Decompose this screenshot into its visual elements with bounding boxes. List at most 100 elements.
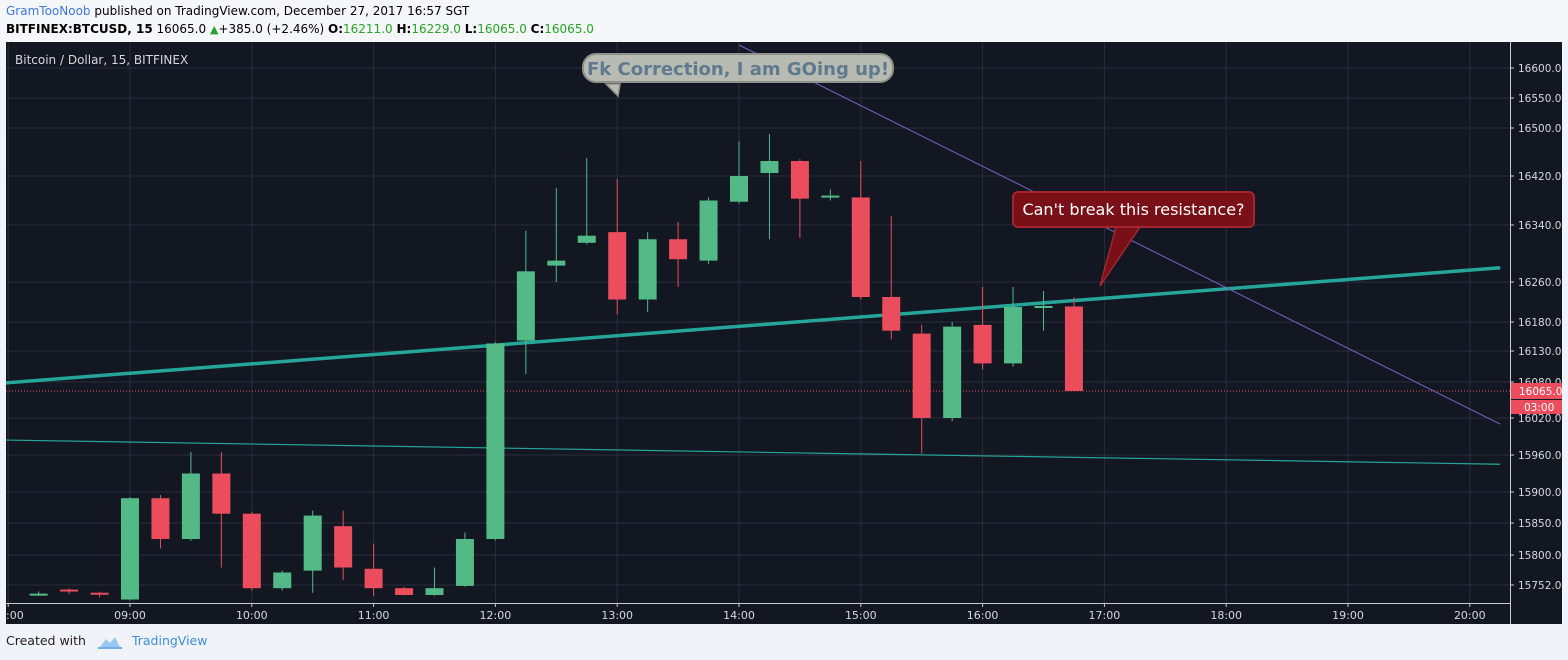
price-tick-label: 16180.0 [1518, 317, 1561, 329]
close-label: C: [530, 22, 545, 36]
candle-body [821, 195, 840, 198]
candle-up [486, 342, 505, 541]
candle-body [851, 197, 870, 297]
author-link[interactable]: GramTooNoob [6, 4, 91, 18]
candle-down [242, 511, 261, 591]
price-tick-label: 15900.0 [1518, 487, 1561, 499]
candle-down [669, 221, 688, 287]
time-axis-labels: :00 09:00 10:00 11:00 12:00 13:00 14:00 15:00 16… [6, 603, 1486, 622]
ohlc-line: BITFINEX:BTCUSD, 15 16065.0 ▲+385.0 (+2.… [6, 22, 594, 36]
candle-up [425, 567, 444, 596]
low-label: L: [464, 22, 478, 36]
candle-down [364, 543, 383, 596]
last-price-badge-label: 16065.0 [1519, 386, 1562, 398]
price-tick-label: 16420.0 [1518, 171, 1561, 183]
candle-body [212, 473, 231, 514]
candle-body [303, 515, 322, 571]
candle-body [60, 589, 79, 592]
candle-body [121, 498, 139, 600]
candle-down [60, 588, 79, 595]
callout-top-tail [604, 83, 621, 98]
price-tick-label: 15752.0 [1518, 580, 1561, 592]
footer: Created with TradingView [6, 633, 207, 649]
candle-up [516, 230, 535, 374]
candle-body [547, 260, 566, 266]
candle-body [912, 333, 931, 418]
callout-resistance[interactable]: Can't break this resistance? [1012, 191, 1255, 228]
tradingview-link[interactable]: TradingView [131, 633, 208, 648]
candle-body [1034, 306, 1053, 308]
candle-down [212, 451, 231, 568]
candle-body [425, 588, 444, 595]
candle-up [303, 510, 322, 593]
candle-up [273, 570, 292, 591]
candle-body [334, 526, 353, 568]
candle-body [273, 572, 292, 589]
candlestick-chart[interactable]: 15752.0 15800.0 15850.0 15900.0 15960.0 16020… [6, 42, 1562, 624]
candle-up [730, 141, 748, 204]
candle-down [395, 586, 414, 596]
candle-body [1064, 306, 1083, 391]
candle-up [181, 451, 200, 541]
time-axis-background [6, 603, 1510, 624]
chart-area[interactable]: 15752.0 15800.0 15850.0 15900.0 15960.0 16020… [6, 42, 1562, 624]
time-tick-label: 16:00 [967, 609, 999, 622]
last-price-badge: 16065.0 03:00 [1511, 383, 1562, 414]
price-tick-label: 16600.0 [1518, 63, 1561, 75]
candle-body [364, 568, 383, 589]
candle-body [455, 539, 474, 586]
grid [6, 42, 1510, 603]
candle-body [516, 271, 535, 341]
candle-body [669, 239, 688, 260]
candle-down [151, 495, 170, 549]
candle-down [973, 287, 992, 370]
high-label: H: [396, 22, 412, 36]
symbol-label: BITFINEX:BTCUSD, 15 [6, 22, 153, 36]
time-tick-label: 15:00 [845, 609, 877, 622]
candle-up [1034, 291, 1053, 331]
time-tick-label: 14:00 [723, 609, 755, 622]
candle-down [334, 510, 353, 580]
price-tick-label: 16550.0 [1518, 93, 1561, 105]
candle-body [638, 239, 657, 300]
open-label: O: [328, 22, 344, 36]
candle-down [882, 215, 901, 340]
price-axis-background [1510, 42, 1562, 624]
candle-up [699, 197, 718, 265]
candle-body [730, 176, 748, 202]
candle-body [608, 232, 627, 300]
time-tick-label: 20:00 [1454, 609, 1486, 622]
candle-up [1004, 287, 1023, 367]
candle-body [699, 200, 718, 261]
candle-body [90, 592, 109, 595]
candle-up [943, 322, 962, 422]
change-text: +385.0 (+2.46%) [218, 22, 325, 36]
high-value: 16229.0 [411, 22, 461, 36]
candle-body [151, 498, 170, 539]
time-tick-label: 11:00 [358, 609, 390, 622]
candle-body [395, 588, 414, 595]
price-tick-label: 16500.0 [1518, 123, 1561, 135]
candle-body [760, 161, 779, 173]
candle-down [851, 161, 870, 300]
time-tick-label: 09:00 [114, 609, 146, 622]
candle-body [882, 297, 901, 331]
candle-body [790, 161, 809, 199]
price-axis-labels: 15752.0 15800.0 15850.0 15900.0 15960.0 16020… [1510, 63, 1561, 592]
price-tick-label: 15850.0 [1518, 518, 1561, 530]
published-text: published on TradingView.com, December 2… [94, 4, 470, 18]
price-tick-label: 16340.0 [1518, 220, 1561, 232]
time-tick-label: 18:00 [1210, 609, 1242, 622]
price-tick-label: 15960.0 [1518, 450, 1561, 462]
candle-body [1004, 307, 1023, 364]
time-tick-label: :00 [6, 609, 24, 622]
candle-body [181, 473, 200, 539]
candle-down [90, 591, 109, 598]
candle-down [912, 324, 931, 454]
low-value: 16065.0 [477, 22, 527, 36]
plot-content [6, 44, 1510, 601]
chart-header: GramTooNoob published on TradingView.com… [0, 0, 1568, 42]
callout-top[interactable]: Fk Correction, I am GOing up! [582, 53, 894, 83]
time-tick-label: 13:00 [601, 609, 633, 622]
countdown-badge-label: 03:00 [1524, 402, 1554, 414]
